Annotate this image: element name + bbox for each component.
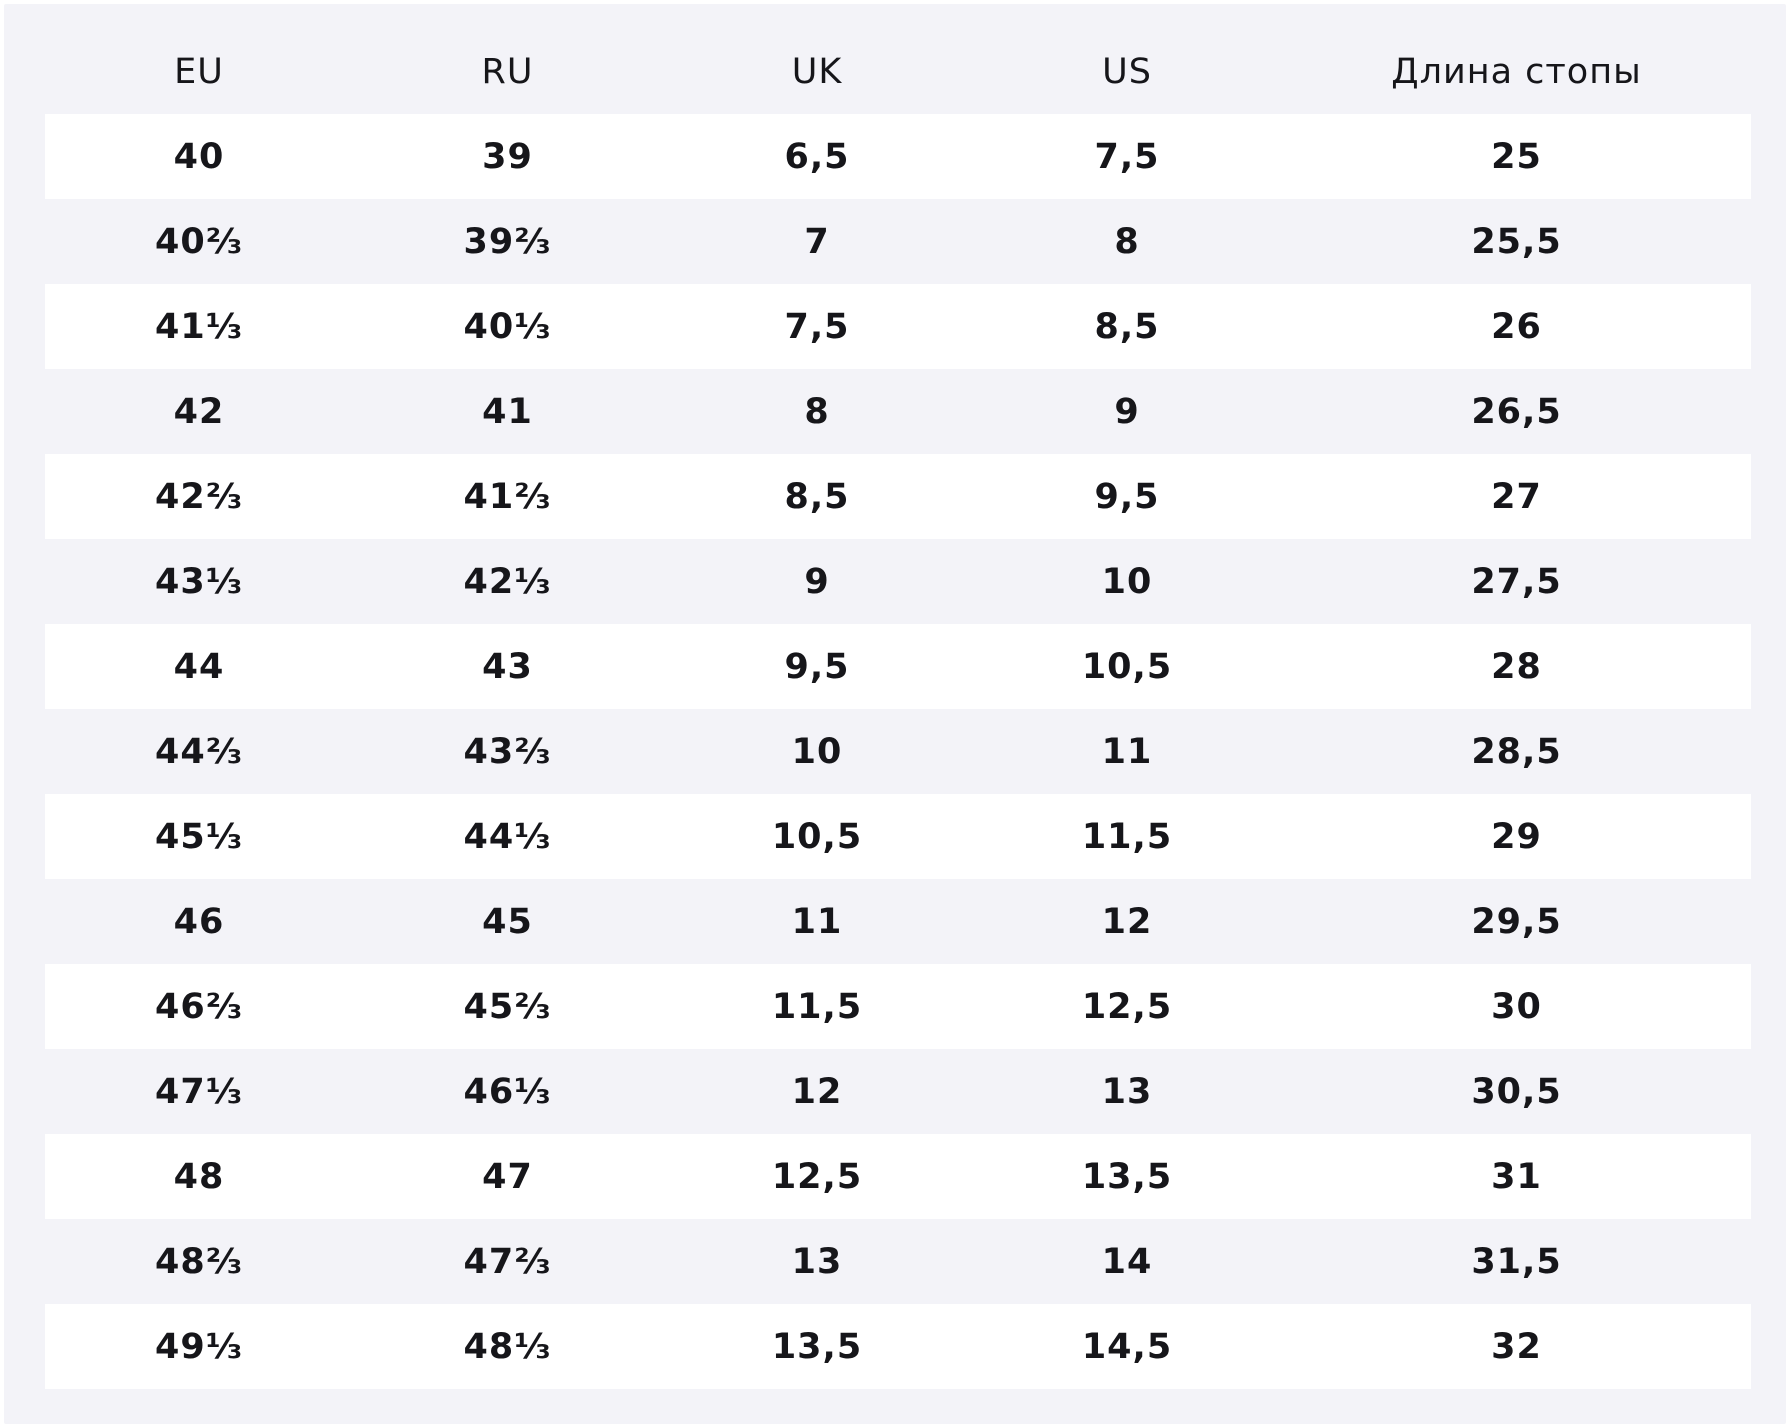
table-row: 40⅔ 39⅔ 7 8 25,5 bbox=[45, 199, 1751, 284]
header-eu: EU bbox=[174, 51, 224, 92]
cell-ru: 46⅓ bbox=[463, 1071, 552, 1112]
cell-eu: 42⅔ bbox=[155, 476, 243, 517]
cell-ru: 48⅓ bbox=[463, 1326, 552, 1367]
cell-foot-length: 27 bbox=[1491, 476, 1542, 517]
cell-foot-length: 25 bbox=[1491, 136, 1542, 177]
cell-eu: 49⅓ bbox=[155, 1326, 243, 1367]
cell-uk: 13 bbox=[791, 1241, 843, 1282]
cell-uk: 13,5 bbox=[771, 1326, 863, 1367]
cell-ru: 43⅔ bbox=[463, 731, 552, 772]
table-row: 47⅓ 46⅓ 12 13 30,5 bbox=[45, 1049, 1751, 1134]
cell-foot-length: 26 bbox=[1491, 306, 1542, 347]
cell-ru: 41 bbox=[482, 391, 533, 432]
cell-ru: 39 bbox=[482, 136, 533, 177]
cell-ru: 40⅓ bbox=[463, 306, 552, 347]
cell-us: 13,5 bbox=[1081, 1156, 1173, 1197]
cell-eu: 46⅔ bbox=[155, 986, 243, 1027]
table-row: 44 43 9,5 10,5 28 bbox=[45, 624, 1751, 709]
cell-uk: 7 bbox=[804, 221, 830, 262]
cell-us: 11,5 bbox=[1081, 816, 1173, 857]
cell-foot-length: 30 bbox=[1491, 986, 1542, 1027]
header-uk: UK bbox=[791, 51, 843, 92]
cell-us: 9,5 bbox=[1094, 476, 1160, 517]
table-row: 48⅔ 47⅔ 13 14 31,5 bbox=[45, 1219, 1751, 1304]
cell-eu: 43⅓ bbox=[155, 561, 243, 602]
cell-uk: 10 bbox=[791, 731, 843, 772]
table-row: 43⅓ 42⅓ 9 10 27,5 bbox=[45, 539, 1751, 624]
cell-eu: 42 bbox=[173, 391, 225, 432]
cell-us: 12 bbox=[1101, 901, 1153, 942]
cell-foot-length: 30,5 bbox=[1471, 1071, 1562, 1112]
cell-foot-length: 25,5 bbox=[1471, 221, 1562, 262]
cell-eu: 47⅓ bbox=[155, 1071, 243, 1112]
cell-us: 8 bbox=[1114, 221, 1140, 262]
cell-us: 14,5 bbox=[1081, 1326, 1173, 1367]
cell-us: 14 bbox=[1101, 1241, 1153, 1282]
cell-uk: 7,5 bbox=[784, 306, 850, 347]
cell-foot-length: 31 bbox=[1491, 1156, 1542, 1197]
cell-us: 13 bbox=[1101, 1071, 1153, 1112]
cell-ru: 45 bbox=[482, 901, 533, 942]
table-row: 46 45 11 12 29,5 bbox=[45, 879, 1751, 964]
cell-us: 9 bbox=[1114, 391, 1140, 432]
cell-uk: 11 bbox=[791, 901, 843, 942]
header-ru: RU bbox=[481, 51, 534, 92]
cell-eu: 48⅔ bbox=[155, 1241, 243, 1282]
cell-eu: 40⅔ bbox=[155, 221, 243, 262]
cell-us: 12,5 bbox=[1081, 986, 1173, 1027]
table-row: 46⅔ 45⅔ 11,5 12,5 30 bbox=[45, 964, 1751, 1049]
cell-uk: 8 bbox=[804, 391, 830, 432]
cell-foot-length: 28 bbox=[1491, 646, 1542, 687]
cell-uk: 8,5 bbox=[784, 476, 850, 517]
size-table: EU RU UK US Длина стопы 40 39 6,5 7,5 25 40⅔ 3… bbox=[45, 29, 1751, 1389]
cell-ru: 47⅔ bbox=[463, 1241, 552, 1282]
cell-eu: 45⅓ bbox=[155, 816, 243, 857]
cell-foot-length: 32 bbox=[1491, 1326, 1542, 1367]
cell-ru: 47 bbox=[482, 1156, 533, 1197]
cell-foot-length: 31,5 bbox=[1471, 1241, 1562, 1282]
cell-ru: 43 bbox=[482, 646, 533, 687]
table-row: 41⅓ 40⅓ 7,5 8,5 26 bbox=[45, 284, 1751, 369]
size-chart-panel: EU RU UK US Длина стопы 40 39 6,5 7,5 25 40⅔ 3… bbox=[4, 4, 1786, 1424]
table-row: 45⅓ 44⅓ 10,5 11,5 29 bbox=[45, 794, 1751, 879]
cell-foot-length: 26,5 bbox=[1471, 391, 1562, 432]
cell-uk: 10,5 bbox=[771, 816, 863, 857]
cell-foot-length: 29,5 bbox=[1471, 901, 1562, 942]
cell-uk: 9 bbox=[804, 561, 830, 602]
table-row: 40 39 6,5 7,5 25 bbox=[45, 114, 1751, 199]
table-header-row: EU RU UK US Длина стопы bbox=[45, 29, 1751, 114]
table-row: 48 47 12,5 13,5 31 bbox=[45, 1134, 1751, 1219]
cell-uk: 12,5 bbox=[771, 1156, 863, 1197]
cell-ru: 42⅓ bbox=[463, 561, 552, 602]
table-row: 42 41 8 9 26,5 bbox=[45, 369, 1751, 454]
table-row: 42⅔ 41⅔ 8,5 9,5 27 bbox=[45, 454, 1751, 539]
cell-us: 10 bbox=[1101, 561, 1153, 602]
cell-uk: 6,5 bbox=[784, 136, 850, 177]
cell-uk: 11,5 bbox=[771, 986, 863, 1027]
cell-eu: 40 bbox=[173, 136, 225, 177]
table-row: 49⅓ 48⅓ 13,5 14,5 32 bbox=[45, 1304, 1751, 1389]
cell-uk: 9,5 bbox=[784, 646, 850, 687]
cell-ru: 44⅓ bbox=[463, 816, 552, 857]
cell-us: 10,5 bbox=[1081, 646, 1173, 687]
cell-us: 8,5 bbox=[1094, 306, 1160, 347]
header-us: US bbox=[1102, 51, 1152, 92]
header-foot-length: Длина стопы bbox=[1391, 51, 1642, 92]
table-row: 44⅔ 43⅔ 10 11 28,5 bbox=[45, 709, 1751, 794]
cell-eu: 48 bbox=[173, 1156, 225, 1197]
cell-ru: 41⅔ bbox=[463, 476, 552, 517]
cell-us: 7,5 bbox=[1094, 136, 1160, 177]
cell-ru: 45⅔ bbox=[463, 986, 552, 1027]
cell-eu: 44⅔ bbox=[155, 731, 243, 772]
cell-us: 11 bbox=[1101, 731, 1153, 772]
table-body: 40 39 6,5 7,5 25 40⅔ 39⅔ 7 8 25,5 41⅓ 40⅓ 7,5 8,5 26 42… bbox=[45, 114, 1751, 1389]
cell-foot-length: 29 bbox=[1491, 816, 1542, 857]
cell-foot-length: 28,5 bbox=[1471, 731, 1562, 772]
cell-eu: 46 bbox=[173, 901, 225, 942]
cell-ru: 39⅔ bbox=[463, 221, 552, 262]
cell-eu: 41⅓ bbox=[155, 306, 243, 347]
cell-eu: 44 bbox=[173, 646, 225, 687]
cell-foot-length: 27,5 bbox=[1471, 561, 1562, 602]
cell-uk: 12 bbox=[791, 1071, 843, 1112]
